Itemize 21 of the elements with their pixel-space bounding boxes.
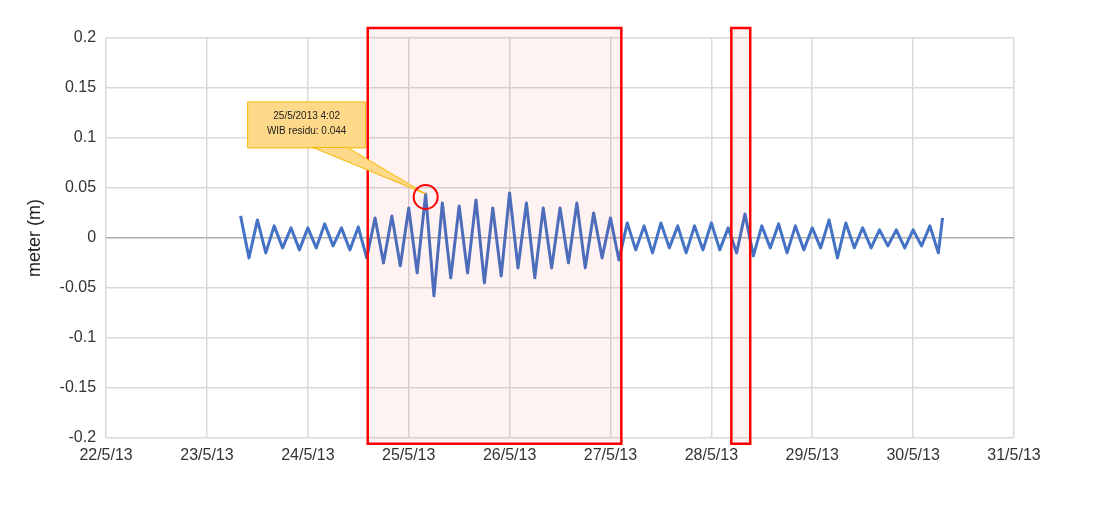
x-tick-label: 30/5/13 — [886, 445, 940, 463]
x-tick-label: 27/5/13 — [583, 445, 638, 463]
x-tick-label: 22/5/13 — [79, 445, 133, 463]
x-tick-label: 26/5/13 — [482, 445, 537, 463]
y-tick-label: 0.15 — [64, 78, 97, 96]
annotation: 25/5/2013 4:02 WIB residu: 0.044 — [265, 108, 348, 138]
y-axis-title: meter (m) — [23, 198, 44, 277]
y-tick-label: -0.2 — [68, 428, 97, 446]
y-tick-label: 0.2 — [73, 28, 97, 46]
y-tick-label: -0.1 — [68, 328, 97, 346]
y-tick-label: -0.05 — [59, 278, 97, 296]
x-tick-label: 28/5/13 — [684, 445, 739, 463]
y-tick-label: 0 — [87, 228, 97, 246]
x-tick-label: 25/5/13 — [382, 445, 436, 463]
x-tick-label: 31/5/13 — [987, 445, 1041, 463]
x-tick-label: 24/5/13 — [281, 445, 335, 463]
y-tick-label: -0.15 — [59, 378, 97, 396]
y-tick-label: 0.1 — [73, 128, 97, 146]
y-tick-label: 0.05 — [64, 178, 97, 196]
x-tick-label: 23/5/13 — [180, 445, 234, 463]
x-tick-label: 29/5/13 — [785, 445, 840, 463]
